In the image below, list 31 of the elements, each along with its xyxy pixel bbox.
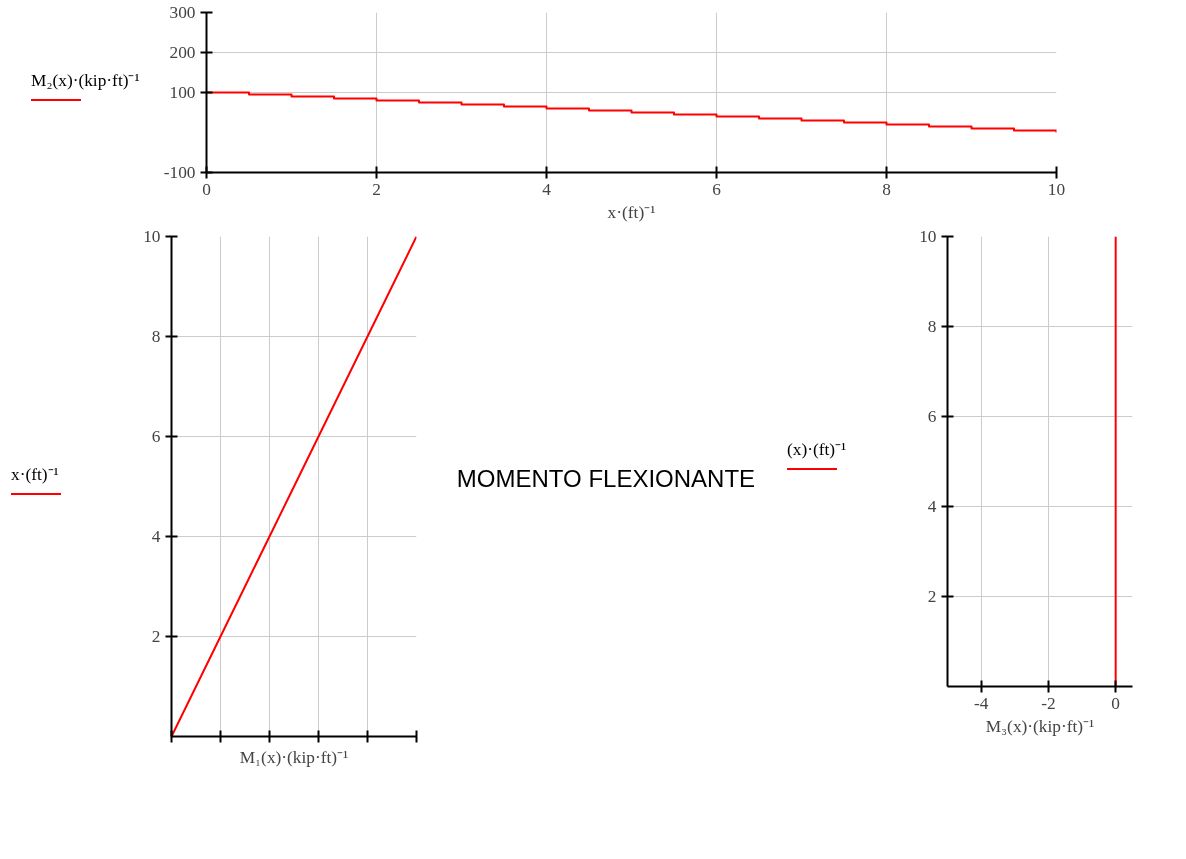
y-tick-label: -100 bbox=[163, 163, 196, 182]
x-axis-title: x·(ft)⁻¹ bbox=[607, 202, 656, 222]
y-tick-label: 10 bbox=[143, 227, 161, 246]
y-tick-label: 10 bbox=[919, 227, 937, 246]
text: (x)·(ft)⁻¹ bbox=[787, 438, 848, 461]
y-tick-label: 100 bbox=[169, 83, 196, 102]
y-tick-label: 8 bbox=[927, 317, 937, 336]
line-series bbox=[171, 236, 417, 737]
x-tick-label: 0 bbox=[1111, 693, 1121, 713]
text: MOMENTO FLEXIONANTE bbox=[456, 463, 756, 494]
x-tick-label: 0 bbox=[202, 179, 211, 199]
y-tick-label: 200 bbox=[169, 43, 196, 62]
y-tick-label: 2 bbox=[927, 587, 937, 606]
y-tick-label: 4 bbox=[927, 497, 937, 516]
y-tick-label: 4 bbox=[151, 527, 161, 546]
x-tick-label: 8 bbox=[882, 179, 891, 199]
y-tick-label: 6 bbox=[151, 427, 161, 446]
x-tick-label: -4 bbox=[973, 693, 989, 713]
y-tick-label: 6 bbox=[927, 407, 937, 426]
text: M₂(x)·(kip·ft)⁻¹ bbox=[31, 69, 141, 92]
text: x·(ft)⁻¹ bbox=[11, 463, 60, 486]
x-tick-label: 2 bbox=[372, 179, 381, 199]
x-tick-label: 6 bbox=[712, 179, 722, 199]
x-axis-title: M₃(x)·(kip·ft)⁻¹ bbox=[985, 716, 1095, 736]
x-tick-label: 4 bbox=[542, 179, 552, 199]
y-tick-label: 2 bbox=[151, 627, 161, 646]
y-tick-label: 300 bbox=[169, 3, 196, 22]
x-axis-title: M₁(x)·(kip·ft)⁻¹ bbox=[239, 747, 349, 767]
x-tick-label: 10 bbox=[1047, 179, 1066, 199]
y-tick-label: 8 bbox=[151, 327, 161, 346]
x-tick-label: -2 bbox=[1041, 693, 1056, 713]
